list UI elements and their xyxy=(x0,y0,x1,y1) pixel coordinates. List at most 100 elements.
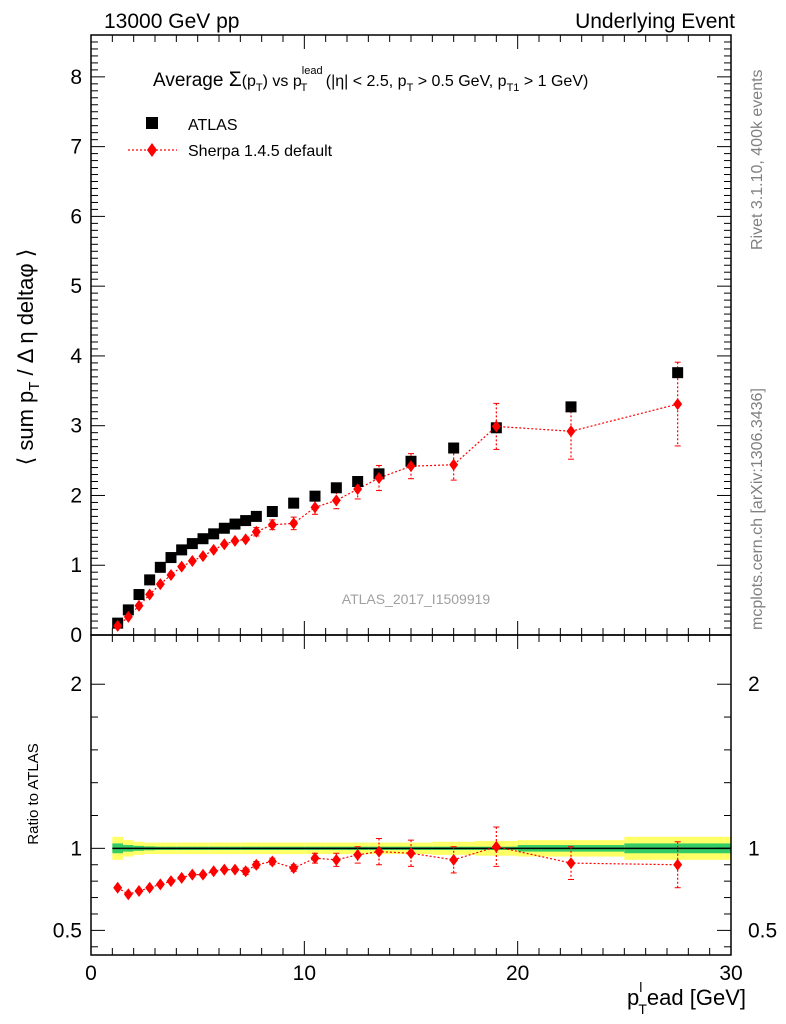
sherpa-point xyxy=(406,460,416,473)
sherpa-point xyxy=(230,534,240,547)
legend-sherpa-label: Sherpa 1.4.5 default xyxy=(188,143,333,160)
sherpa-ratio-point xyxy=(177,871,187,884)
x-tick-label: 30 xyxy=(719,962,742,985)
atlas-point xyxy=(186,538,198,550)
sherpa-ratio-point xyxy=(113,881,123,894)
sherpa-ratio-point xyxy=(353,848,363,861)
main-y-tick-label: 6 xyxy=(70,205,82,228)
ratio-y-tick-label-right: 1 xyxy=(748,837,760,860)
sherpa-point xyxy=(123,610,133,623)
atlas-point xyxy=(448,442,460,454)
ratio-y-tick-label-right: 0.5 xyxy=(748,919,777,942)
sherpa-ratio-point xyxy=(187,868,197,881)
main-y-tick-label: 4 xyxy=(70,345,82,368)
sherpa-ratio-point xyxy=(267,855,277,868)
sherpa-point xyxy=(177,560,187,573)
main-series xyxy=(112,361,684,632)
sherpa-point xyxy=(331,494,341,507)
atlas-point xyxy=(330,482,342,494)
legend: ATLAS Sherpa 1.4.5 default xyxy=(128,117,333,160)
sherpa-ratio-point xyxy=(241,865,251,878)
sherpa-point xyxy=(289,517,299,530)
x-tick-label: 20 xyxy=(506,962,529,985)
ratio-plot-frame xyxy=(90,634,732,956)
sherpa-point xyxy=(310,501,320,514)
sherpa-point xyxy=(374,472,384,485)
atlas-point xyxy=(288,497,300,509)
sherpa-ratio-point xyxy=(566,857,576,870)
sherpa-ratio-point xyxy=(230,863,240,876)
atlas-point xyxy=(240,515,252,527)
sherpa-point xyxy=(673,398,683,411)
sherpa-point xyxy=(155,578,165,591)
atlas-point xyxy=(565,401,577,413)
main-y-axis-label: ⟨ sum pT / Δ η deltaφ ⟩ xyxy=(13,249,43,466)
sherpa-ratio-point xyxy=(289,862,299,875)
header-right: Underlying Event xyxy=(575,10,735,33)
ratio-y-tick-label-right: 2 xyxy=(748,673,760,696)
atlas-point xyxy=(176,544,188,556)
sherpa-point xyxy=(145,588,155,601)
atlas-point xyxy=(266,506,278,518)
sherpa-ratio-point xyxy=(374,845,384,858)
atlas-point xyxy=(352,476,364,488)
legend-atlas-label: ATLAS xyxy=(188,117,238,134)
ratio-y-tick-label: 2 xyxy=(70,673,82,696)
ratio-series xyxy=(113,826,683,901)
legend-sherpa-marker xyxy=(147,143,157,157)
atlas-point xyxy=(208,528,220,540)
sherpa-point xyxy=(491,420,501,433)
atlas-point xyxy=(154,561,166,573)
sherpa-ratio-point xyxy=(406,847,416,860)
atlas-point xyxy=(218,522,230,534)
sherpa-ratio-point xyxy=(134,885,144,897)
sherpa-ratio-point xyxy=(145,881,155,894)
sherpa-ratio-point xyxy=(198,868,208,881)
header-left: 13000 GeV pp xyxy=(104,10,239,33)
sherpa-point xyxy=(267,518,277,531)
sherpa-ratio-point xyxy=(251,858,261,871)
atlas-point xyxy=(144,574,156,586)
sherpa-point xyxy=(113,619,123,632)
sherpa-point xyxy=(353,483,363,496)
main-y-tick-label: 1 xyxy=(70,554,82,577)
sherpa-ratio-point xyxy=(209,865,219,878)
main-y-tick-label: 2 xyxy=(70,484,82,507)
sherpa-ratio-point xyxy=(123,888,133,901)
sherpa-point xyxy=(219,538,229,551)
sherpa-point xyxy=(187,555,197,568)
x-tick-label: 0 xyxy=(85,962,97,985)
atlas-point xyxy=(309,490,321,502)
sherpa-ratio-point xyxy=(449,853,459,866)
sherpa-point xyxy=(241,533,251,546)
sherpa-point xyxy=(449,458,459,471)
sherpa-ratio-point xyxy=(331,853,341,866)
chart-title: Average Σ(pT) vs plead T (|η| < 2.5, pT >… xyxy=(153,65,588,94)
sherpa-point xyxy=(209,543,219,556)
atlas-point xyxy=(672,367,684,379)
analysis-watermark: ATLAS_2017_I1509919 xyxy=(342,591,491,607)
sherpa-ratio-point xyxy=(155,878,165,891)
x-tick-label: 10 xyxy=(293,962,316,985)
sherpa-ratio-point xyxy=(310,852,320,865)
x-axis-label: pl Tead [GeV] xyxy=(627,979,746,1017)
sherpa-ratio-point xyxy=(219,863,229,876)
main-plot-panel: 0 1 2 3 4 5 6 7 8 xyxy=(70,34,732,647)
ratio-y-tick-label: 0.5 xyxy=(53,919,82,942)
rivet-label: Rivet 3.1.10, 400k events xyxy=(749,69,766,250)
ratio-ticks: 0 10 20 30 0.5 0.5 1 1 2 2 xyxy=(53,635,777,985)
atlas-point xyxy=(122,604,134,616)
sherpa-point xyxy=(134,599,144,612)
mcplots-label: mcplots.cern.ch [arXiv:1306.3436] xyxy=(749,388,766,630)
sherpa-point xyxy=(566,425,576,438)
atlas-point xyxy=(165,552,177,564)
main-y-tick-label: 5 xyxy=(70,275,82,298)
atlas-point xyxy=(133,589,145,601)
main-y-tick-label: 7 xyxy=(70,136,82,159)
main-y-tick-label: 0 xyxy=(70,624,82,647)
ratio-plot-panel: 0 10 20 30 0.5 0.5 1 1 2 2 xyxy=(53,634,777,985)
sherpa-ratio-point xyxy=(673,858,683,871)
main-y-tick-label: 3 xyxy=(70,415,82,438)
atlas-point xyxy=(229,518,241,530)
